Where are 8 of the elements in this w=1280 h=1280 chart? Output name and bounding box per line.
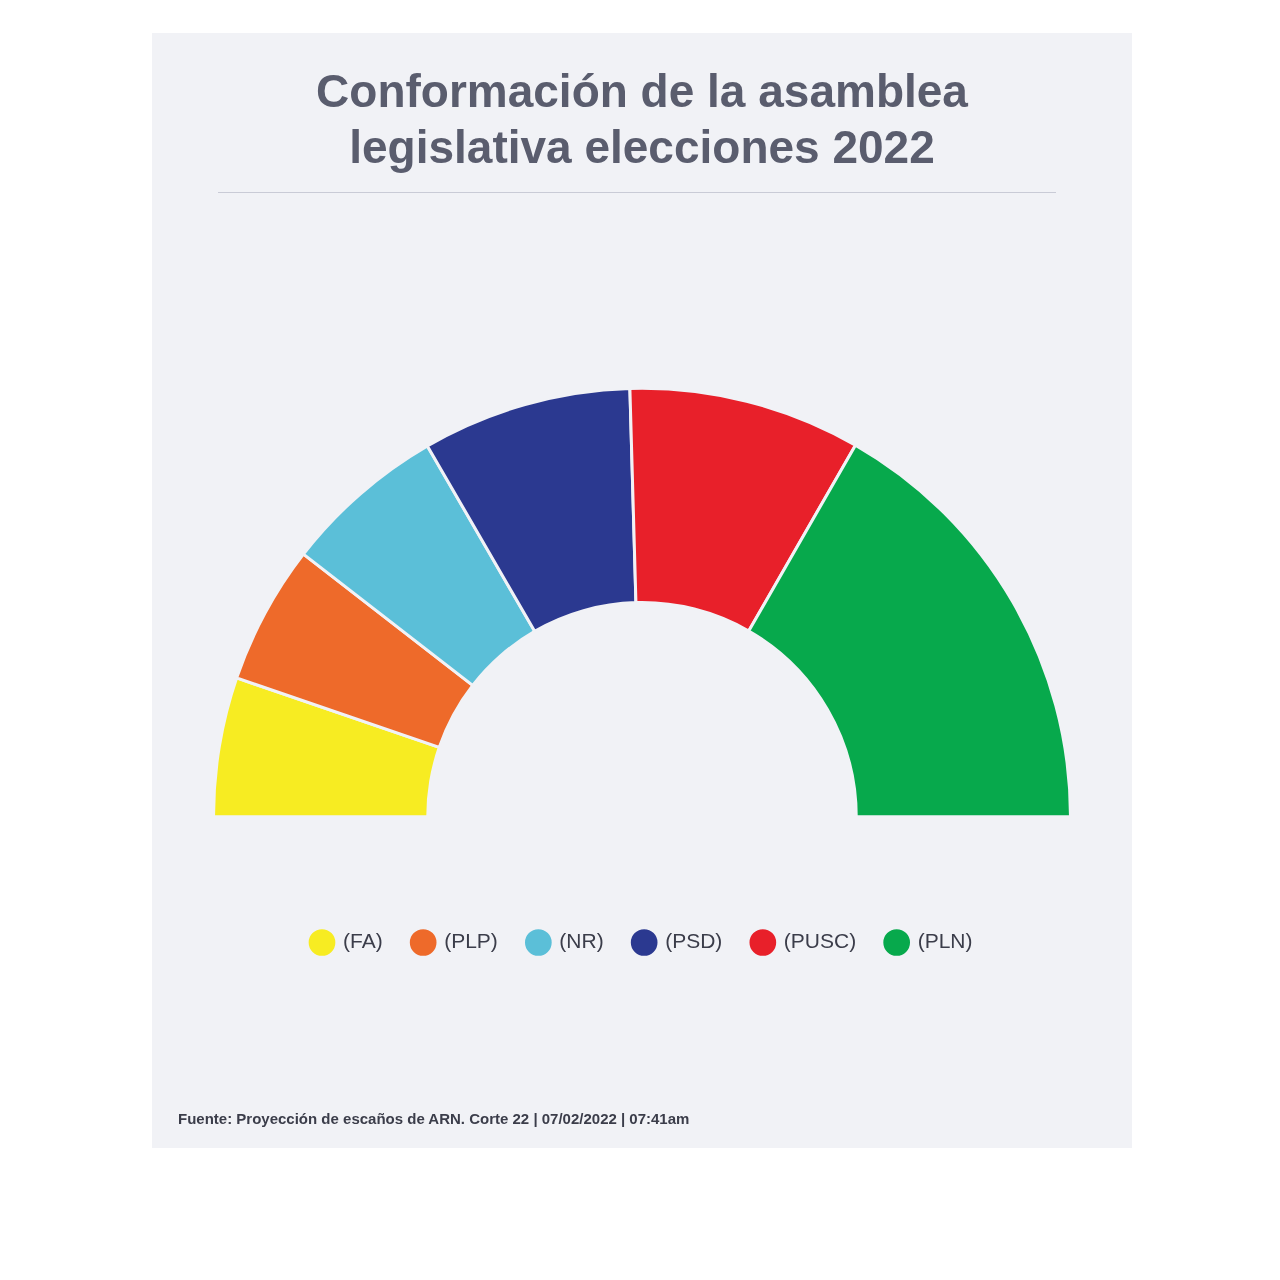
source-note: Fuente: Proyección de escaños de ARN. Corte 22 | 07/02/2022 | 07:41am bbox=[178, 1110, 690, 1127]
legend-label: (NR) bbox=[559, 929, 604, 953]
chart-title: Conformación de la asamblea legislativa elecciones 2022 bbox=[315, 64, 969, 175]
legend-label: (PUSC) bbox=[783, 929, 857, 953]
legend-label: (PSD) bbox=[665, 929, 723, 953]
legend-label: (PLN) bbox=[917, 929, 973, 953]
legend-label: (FA) bbox=[343, 929, 383, 953]
legend-label: (PLP) bbox=[444, 929, 498, 953]
